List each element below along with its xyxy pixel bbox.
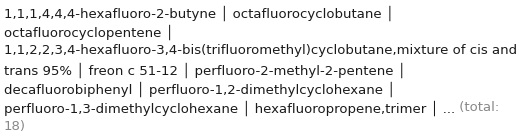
Text: (total:: (total: [455, 101, 499, 114]
Text: trans 95% │ freon c 51-12 │ perfluoro-2-methyl-2-pentene │: trans 95% │ freon c 51-12 │ perfluoro-2-… [4, 63, 406, 78]
Text: 18): 18) [4, 120, 26, 133]
Text: decafluorobiphenyl │ perfluoro-1,2-dimethylcyclohexane │: decafluorobiphenyl │ perfluoro-1,2-dimet… [4, 82, 395, 97]
Text: 1,1,2,2,3,4-hexafluoro-3,4-bis(trifluoromethyl)cyclobutane,mixture of cis and: 1,1,2,2,3,4-hexafluoro-3,4-bis(trifluoro… [4, 44, 517, 57]
Text: perfluoro-1,3-dimethylcyclohexane │ hexafluoropropene,trimer │ ...: perfluoro-1,3-dimethylcyclohexane │ hexa… [4, 101, 455, 116]
Text: 1,1,1,4,4,4-hexafluoro-2-butyne │ octafluorocyclobutane │: 1,1,1,4,4,4-hexafluoro-2-butyne │ octafl… [4, 6, 394, 21]
Text: octafluorocyclopentene │: octafluorocyclopentene │ [4, 25, 174, 40]
